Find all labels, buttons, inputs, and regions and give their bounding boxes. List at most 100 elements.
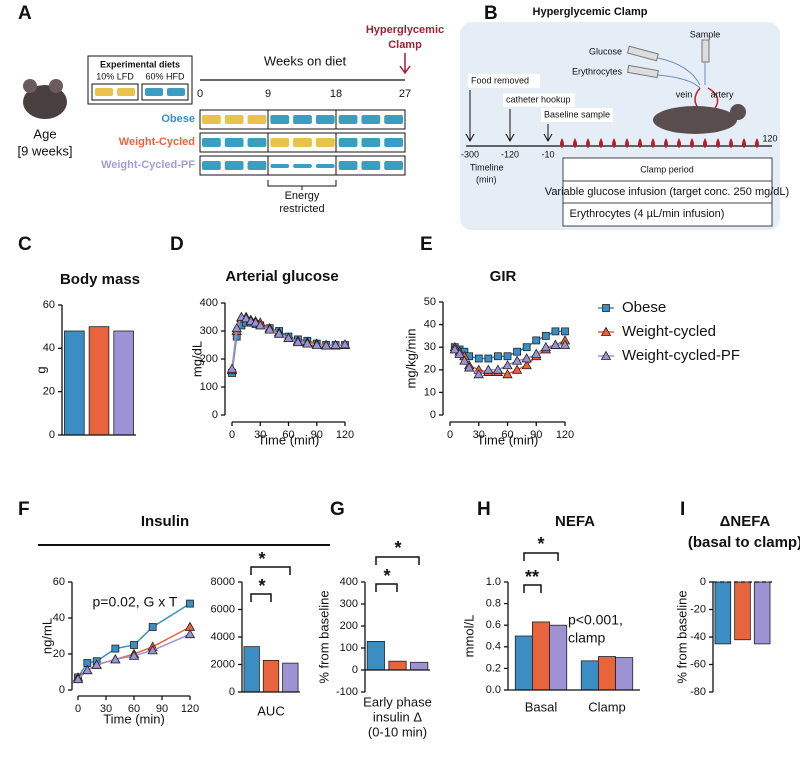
panel-labels: A B C D E F G H I <box>18 3 685 520</box>
y-tick-label: 0 <box>352 664 358 676</box>
group-label: Weight-Cycled-PF <box>101 159 195 171</box>
y-tick-label: 400 <box>340 576 358 588</box>
diet-segment <box>224 161 244 170</box>
marker <box>184 628 196 639</box>
panel-label: G <box>330 499 345 520</box>
diet-segment <box>202 161 221 170</box>
chart-title: Arterial glucose <box>225 268 338 285</box>
erythrocytes-label: Erythrocytes <box>572 66 623 76</box>
drop <box>638 138 642 148</box>
marker <box>559 339 571 349</box>
diet-segment <box>361 161 381 170</box>
diet-segment <box>202 115 221 124</box>
marker <box>311 339 322 349</box>
bar <box>714 581 732 645</box>
y-tick-label: -60 <box>690 658 706 670</box>
drop <box>755 138 759 148</box>
chart: 0 10 20 30 40 50 mg/kg/min GIR Time (min) 0 30 60 90… <box>403 268 574 447</box>
marker <box>502 359 513 370</box>
marker <box>532 336 541 345</box>
marker <box>449 344 460 354</box>
lfd-swatch <box>95 88 113 96</box>
y-tick-label: 0 <box>229 686 235 698</box>
marker <box>147 645 158 655</box>
marker <box>541 331 550 340</box>
x-tick-label: 120 <box>336 429 354 441</box>
panel-label: H <box>477 499 491 520</box>
x-axis-label: insulin Δ <box>373 709 422 724</box>
marker <box>226 363 238 373</box>
x-tick-label: 0 <box>75 703 81 715</box>
event-label: Baseline sample <box>544 109 610 119</box>
marker <box>91 659 102 669</box>
diet-segment <box>384 161 403 170</box>
annotation: p=0.02, G x T <box>93 594 178 610</box>
diet-segment <box>270 138 290 147</box>
marker <box>273 328 285 338</box>
x-tick-label: 90 <box>156 703 168 715</box>
y-tick-label: 20 <box>53 648 65 660</box>
y-tick-label: 0 <box>59 684 65 696</box>
glucose-label: Glucose <box>589 46 622 56</box>
diet-segment <box>361 138 381 147</box>
marker <box>484 354 493 363</box>
marker <box>339 339 351 349</box>
x-tick-label: 90 <box>530 429 542 441</box>
marker <box>283 332 294 342</box>
marker <box>186 599 194 608</box>
significance-bracket <box>250 566 291 575</box>
y-axis-label: % from baseline <box>674 590 689 683</box>
x-tick-label: 30 <box>473 429 485 441</box>
diet-segment <box>270 164 290 168</box>
bar <box>410 661 429 671</box>
y-axis-label: mg/kg/min <box>403 329 418 389</box>
drop <box>560 138 564 148</box>
diet-segment <box>315 164 335 168</box>
significance-bracket <box>375 583 398 592</box>
marker <box>483 364 494 374</box>
table-row: Clamp period <box>640 164 694 174</box>
significance-bracket <box>375 556 420 565</box>
marker <box>330 339 341 349</box>
y-tick-label: 60 <box>53 576 65 588</box>
diet-segment <box>361 115 381 124</box>
bar <box>366 641 385 671</box>
panel-label: C <box>18 234 32 255</box>
sample-label: Sample <box>690 29 721 39</box>
event-box <box>503 93 575 107</box>
marker <box>250 317 261 327</box>
event-box <box>541 108 613 122</box>
bar <box>514 635 533 691</box>
chart: 0 -20 -40 -60 -80% from baseline ΔNEFA (basal … <box>674 513 800 698</box>
x-tick-label: 120 <box>556 429 574 441</box>
y-tick-label: 200 <box>340 620 358 632</box>
x-tick-label: 30 <box>254 429 266 441</box>
mouse-ear <box>49 79 63 93</box>
chart: 0 20 40 60 ng/mL Insulin Time (min) 0 30 60 90 120 p… <box>39 513 199 726</box>
swatch-frame <box>91 83 139 101</box>
marker <box>513 347 521 356</box>
mouse-ear <box>23 79 37 93</box>
diet-segment <box>293 115 312 124</box>
diet-segment <box>338 138 358 147</box>
significance-bracket <box>523 584 542 593</box>
marker <box>511 355 523 365</box>
week-label: 18 <box>330 88 342 100</box>
marker <box>540 341 552 352</box>
drop <box>586 138 590 148</box>
marker <box>240 313 252 323</box>
x-tick-label: Basal <box>525 699 558 714</box>
marker <box>302 338 313 348</box>
mouse <box>23 85 67 119</box>
syringe <box>626 64 659 79</box>
hfd-swatch <box>167 88 185 96</box>
marker <box>473 369 484 379</box>
annotation: p<0.001, <box>568 612 623 628</box>
marker <box>522 343 531 352</box>
row-frame <box>199 155 406 176</box>
bar <box>734 581 751 641</box>
legend-label: Weight-cycled-PF <box>622 347 740 364</box>
y-tick-label: -40 <box>690 631 706 643</box>
